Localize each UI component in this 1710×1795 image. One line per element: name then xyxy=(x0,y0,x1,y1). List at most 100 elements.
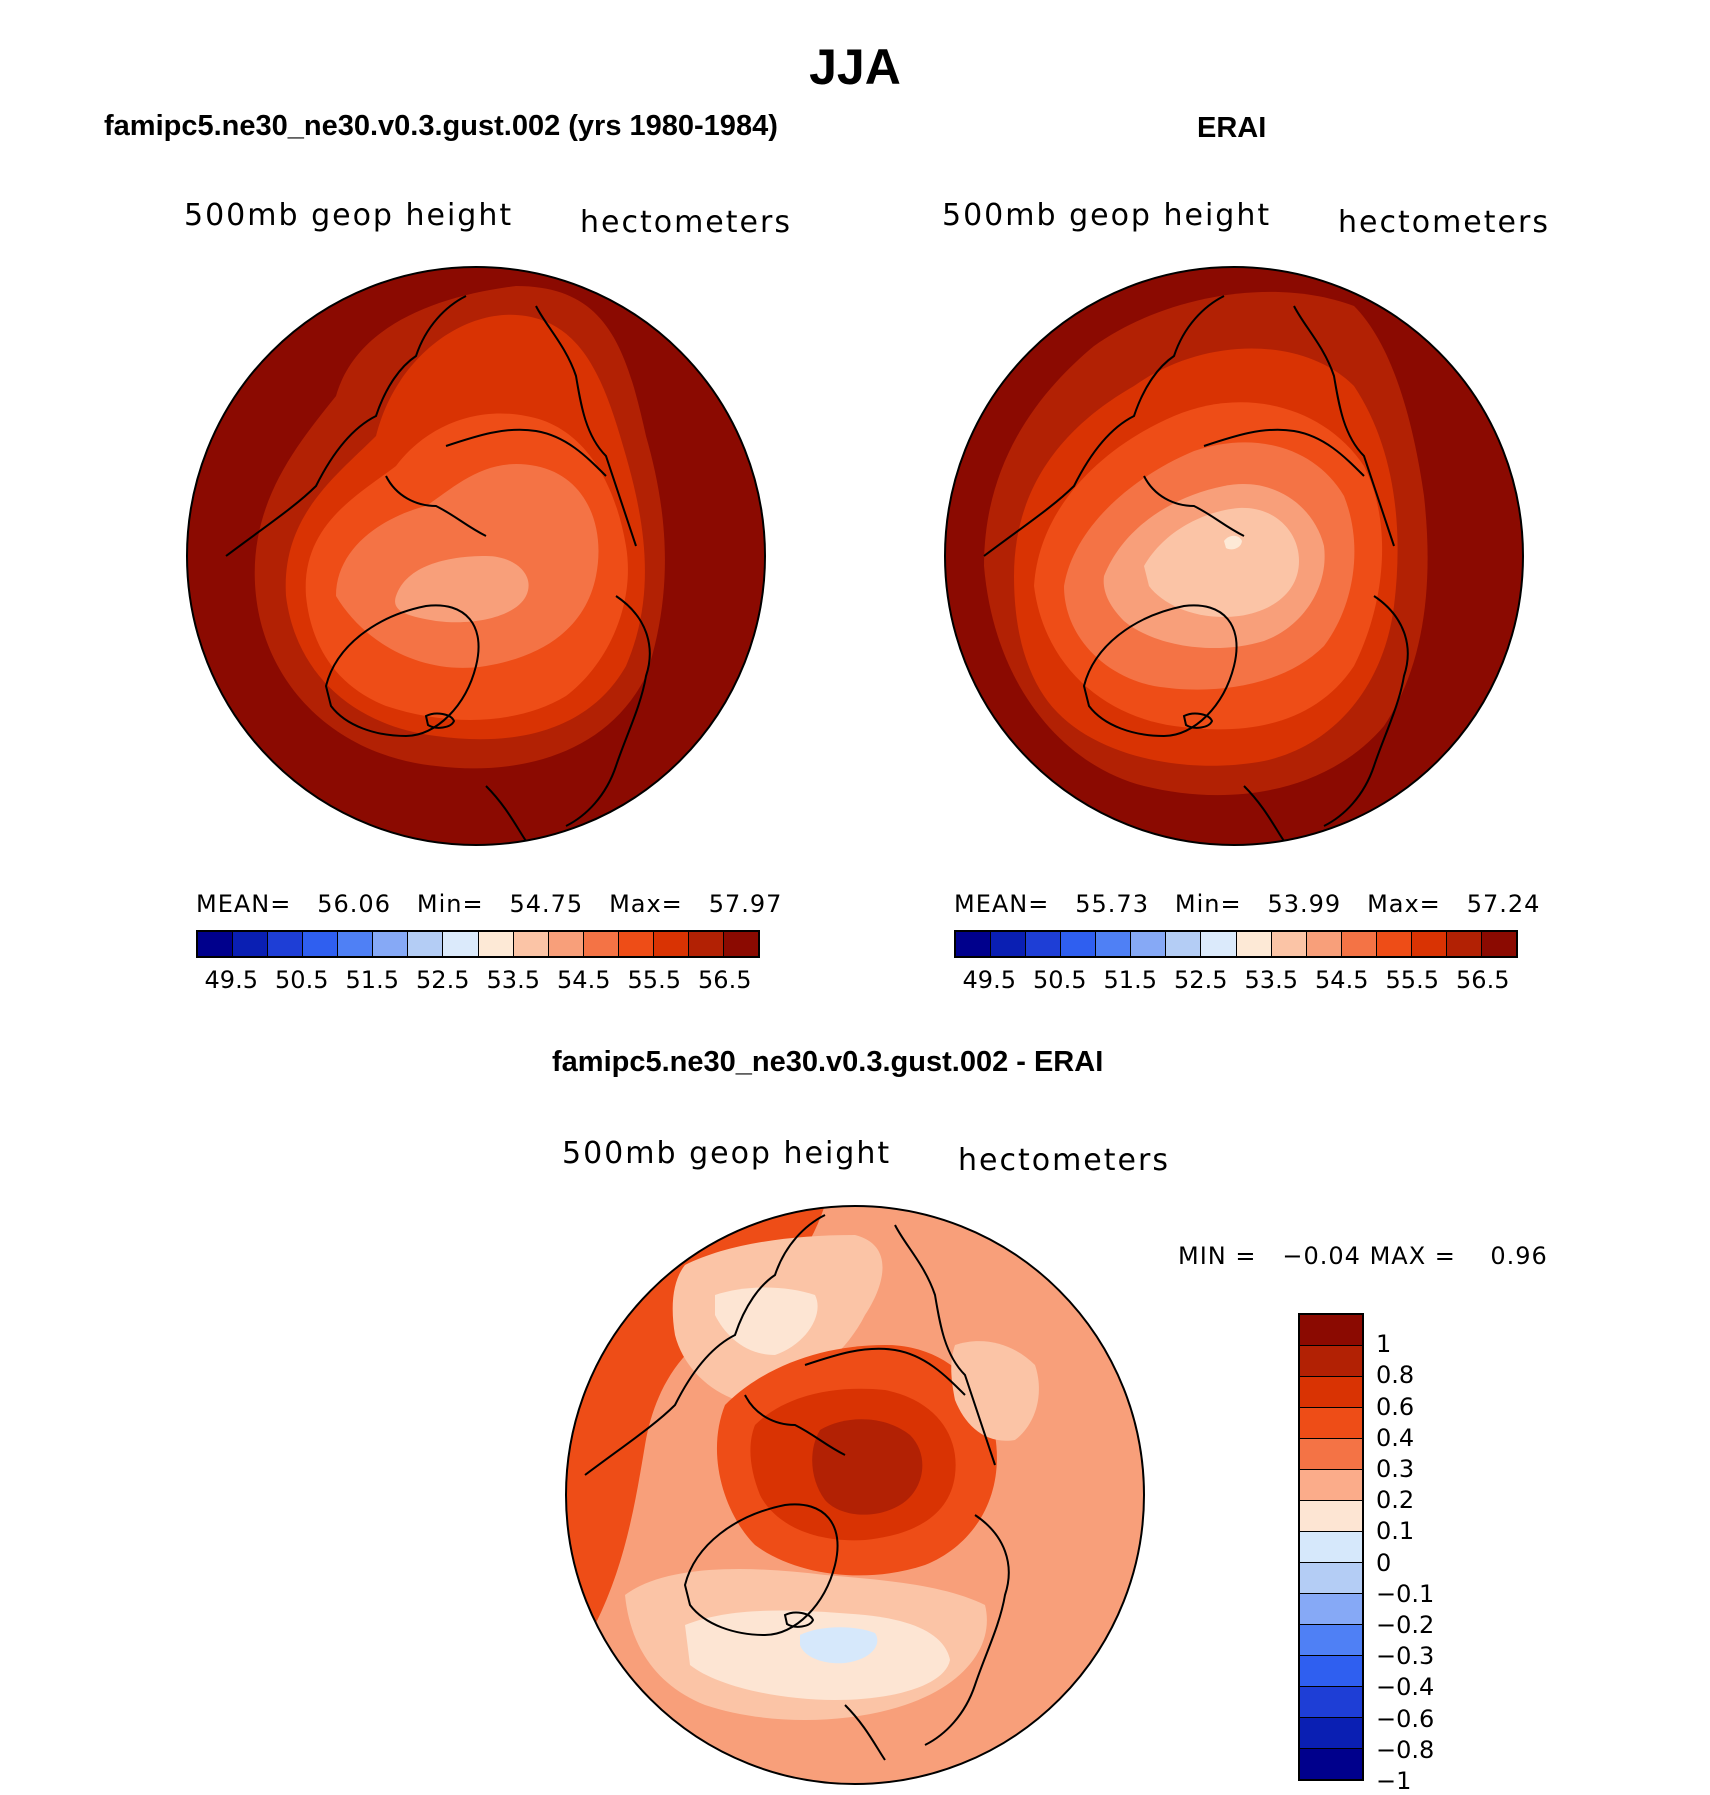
colorbar-swatch xyxy=(1300,1625,1362,1656)
colorbar-swatch xyxy=(1300,1749,1362,1779)
colorbar-swatch xyxy=(583,932,619,956)
colorbar-tick-label: 50.5 xyxy=(275,966,329,994)
obs-polar-map xyxy=(944,266,1524,846)
coastline-iceland xyxy=(1182,712,1214,729)
diff-units-label: hectometers xyxy=(958,1143,1170,1178)
colorbar-swatch xyxy=(1306,932,1342,956)
colorbar-tick-label: −0.8 xyxy=(1376,1735,1435,1764)
colorbar-tick-label: 52.5 xyxy=(416,966,470,994)
coastline-arctic xyxy=(225,295,651,842)
colorbar-swatch xyxy=(1236,932,1272,956)
colorbar-swatch xyxy=(1300,1439,1362,1470)
colorbar-swatch xyxy=(408,932,444,956)
colorbar-tick-label: 53.5 xyxy=(486,966,540,994)
colorbar-swatch xyxy=(1131,932,1167,956)
colorbar-swatch xyxy=(1411,932,1447,956)
diff-colorbar xyxy=(1298,1313,1364,1781)
colorbar-tick-label: 50.5 xyxy=(1033,966,1087,994)
colorbar-swatch xyxy=(1300,1532,1362,1563)
colorbar-swatch xyxy=(303,932,339,956)
colorbar-tick-label: 56.5 xyxy=(698,966,752,994)
diff-polar-map xyxy=(565,1205,1145,1785)
colorbar-swatch xyxy=(1271,932,1307,956)
colorbar-tick-label: 1 xyxy=(1376,1330,1392,1359)
contour-band xyxy=(1144,507,1299,617)
colorbar-swatch xyxy=(1061,932,1097,956)
colorbar-tick-label: 54.5 xyxy=(1315,966,1369,994)
map-boundary xyxy=(565,1205,1145,1785)
coastline-greenland xyxy=(1082,604,1238,738)
colorbar-swatch xyxy=(1300,1470,1362,1501)
colorbar-tick-label: 51.5 xyxy=(1103,966,1157,994)
figure-title: JJA xyxy=(809,39,901,95)
colorbar-tick-label: 0.8 xyxy=(1376,1361,1415,1390)
colorbar-swatch xyxy=(1300,1563,1362,1594)
coastline-greenland xyxy=(324,604,480,738)
colorbar-tick-label: −0.4 xyxy=(1376,1673,1435,1702)
colorbar-swatch xyxy=(1201,932,1237,956)
colorbar-swatch xyxy=(1300,1408,1362,1439)
obs-stats: MEAN= 55.73 Min= 53.99 Max= 57.24 xyxy=(954,890,1541,918)
contour-band xyxy=(1224,535,1242,550)
contour-band xyxy=(812,1419,923,1515)
colorbar-tick-label: 0.6 xyxy=(1376,1392,1415,1421)
colorbar-swatch xyxy=(1300,1594,1362,1625)
colorbar-swatch xyxy=(1341,932,1377,956)
colorbar-tick-label: 55.5 xyxy=(627,966,681,994)
model-panel-title: famipc5.ne30_ne30.v0.3.gust.002 (yrs 198… xyxy=(104,110,778,142)
colorbar-swatch xyxy=(991,932,1027,956)
colorbar-swatch xyxy=(1300,1346,1362,1377)
colorbar-swatch xyxy=(268,932,304,956)
colorbar-swatch xyxy=(443,932,479,956)
colorbar-swatch xyxy=(1300,1315,1362,1346)
map-boundary xyxy=(186,266,766,846)
diff-variable-label: 500mb geop height xyxy=(562,1136,892,1171)
diff-stats: MIN = −0.04 MAX = 0.96 xyxy=(1178,1242,1548,1270)
contour-band xyxy=(715,1287,818,1355)
contour-band xyxy=(566,1206,825,1655)
colorbar-tick-label: 53.5 xyxy=(1244,966,1298,994)
colorbar-swatch xyxy=(1300,1377,1362,1408)
colorbar-swatch xyxy=(1166,932,1202,956)
colorbar-tick-label: −0.2 xyxy=(1376,1611,1435,1639)
colorbar-swatch xyxy=(723,932,758,956)
coastline-iceland xyxy=(424,712,456,729)
colorbar-swatch xyxy=(1300,1501,1362,1532)
colorbar-tick-label: 0.2 xyxy=(1376,1486,1415,1515)
colorbar-tick-label: 49.5 xyxy=(962,966,1016,994)
colorbar-tick-label: 55.5 xyxy=(1385,966,1439,994)
colorbar-tick-label: 0 xyxy=(1376,1548,1392,1577)
colorbar-tick-label: 49.5 xyxy=(204,966,258,994)
colorbar-swatch xyxy=(233,932,269,956)
model-colorbar xyxy=(196,930,760,958)
colorbar-swatch xyxy=(513,932,549,956)
colorbar-swatch xyxy=(956,932,992,956)
model-variable-label: 500mb geop height xyxy=(184,198,514,233)
coastline-arctic xyxy=(983,295,1409,842)
colorbar-swatch xyxy=(1096,932,1132,956)
colorbar-tick-label: 0.4 xyxy=(1376,1423,1415,1452)
colorbar-swatch xyxy=(1300,1656,1362,1687)
contour-band xyxy=(800,1627,878,1664)
colorbar-swatch xyxy=(653,932,689,956)
obs-variable-label: 500mb geop height xyxy=(942,198,1272,233)
colorbar-swatch xyxy=(338,932,374,956)
colorbar-tick-label: −1 xyxy=(1376,1767,1412,1795)
colorbar-swatch xyxy=(198,932,234,956)
colorbar-swatch xyxy=(1026,932,1062,956)
colorbar-tick-label: 0.3 xyxy=(1376,1455,1415,1483)
colorbar-tick-label: −0.1 xyxy=(1376,1579,1435,1608)
colorbar-tick-label: 51.5 xyxy=(345,966,399,994)
colorbar-swatch xyxy=(688,932,724,956)
model-units-label: hectometers xyxy=(580,205,792,240)
obs-units-label: hectometers xyxy=(1338,205,1550,240)
model-polar-map xyxy=(186,266,766,846)
colorbar-tick-label: 0.1 xyxy=(1376,1517,1415,1546)
colorbar-swatch xyxy=(548,932,584,956)
colorbar-swatch xyxy=(1481,932,1516,956)
colorbar-swatch xyxy=(618,932,654,956)
colorbar-swatch xyxy=(373,932,409,956)
colorbar-tick-label: 52.5 xyxy=(1174,966,1228,994)
colorbar-tick-label: 56.5 xyxy=(1456,966,1510,994)
diff-panel-title: famipc5.ne30_ne30.v0.3.gust.002 - ERAI xyxy=(552,1046,1104,1078)
